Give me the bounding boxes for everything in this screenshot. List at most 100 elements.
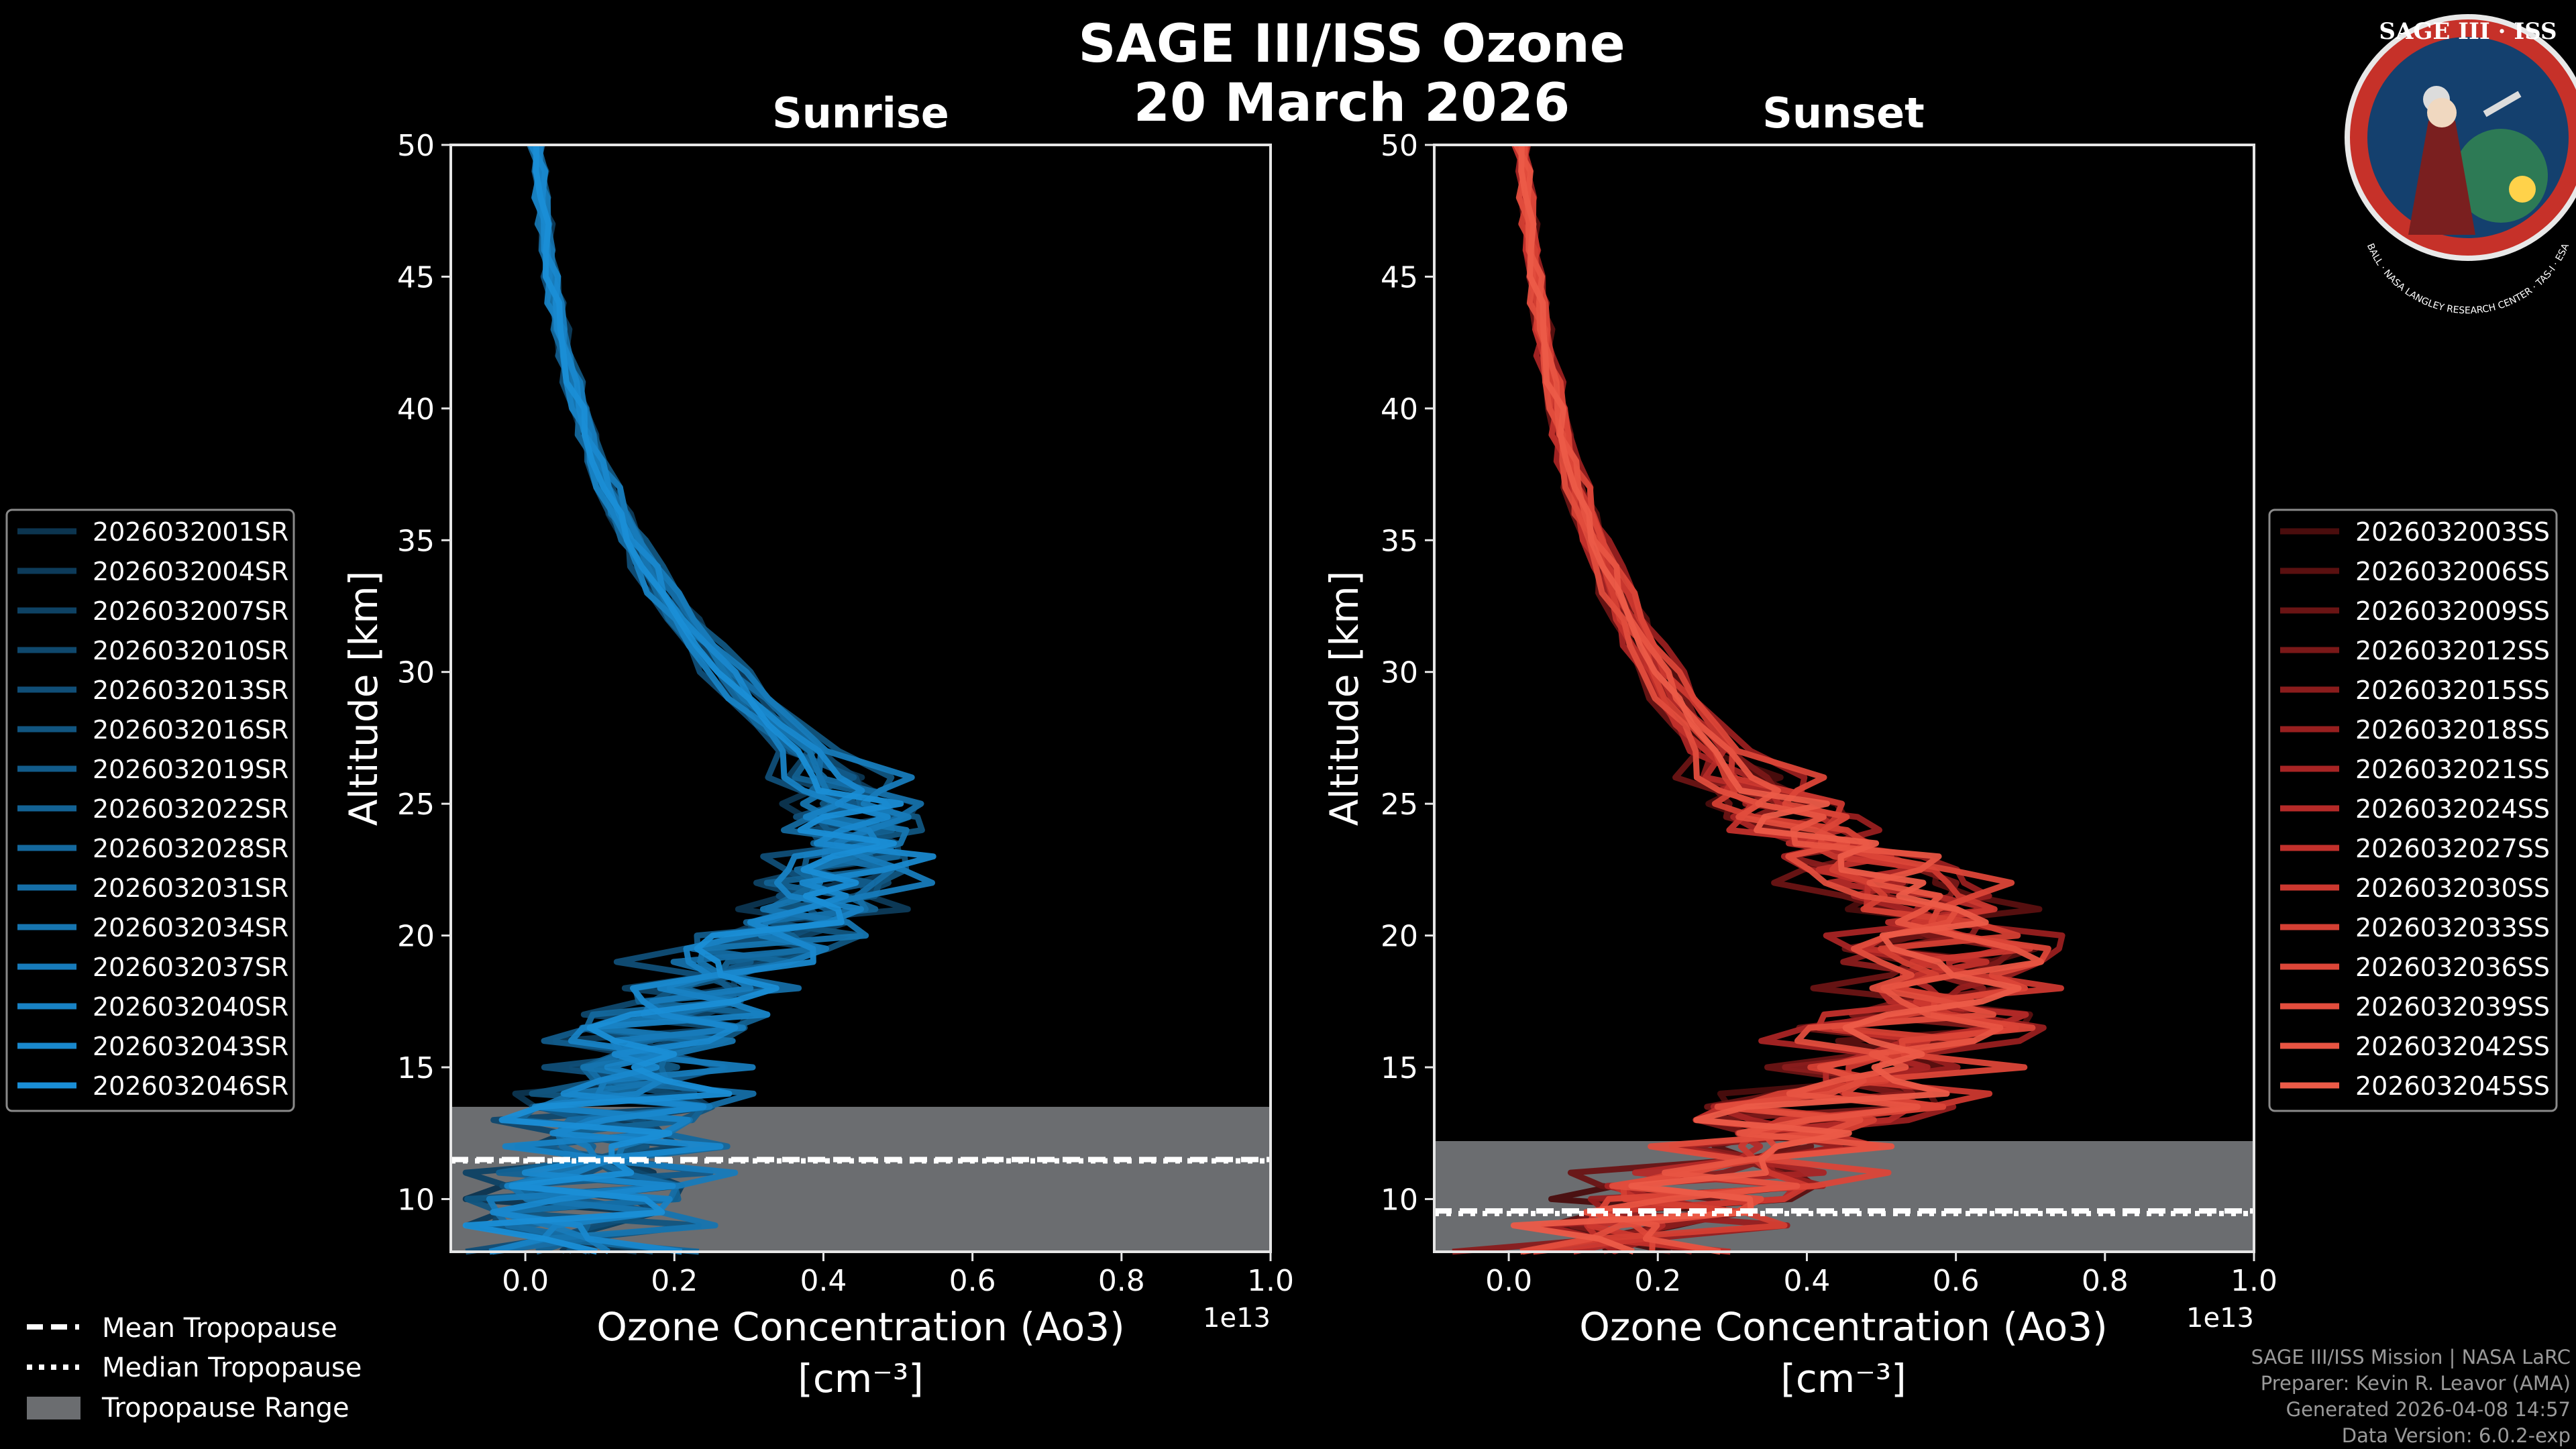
sunrise-y-ticks: 10 15 20 25 30 35 40 45 50 bbox=[397, 129, 451, 1217]
sunset-y-tick-label: 45 bbox=[1381, 260, 1418, 294]
sunset-tropopause-lines bbox=[1434, 1208, 2254, 1217]
sunrise-legend-label: 2026032028SR bbox=[93, 834, 288, 863]
sunrise-legend: 2026032001SR 2026032004SR 2026032007SR 2026… bbox=[5, 508, 295, 1112]
sunrise-profile-lines bbox=[462, 143, 936, 1255]
sunset-legend-label: 2026032027SS bbox=[2355, 834, 2550, 863]
mission-logo: SAGE III · ISS BALL · NASA LANGLEY RESEA… bbox=[2345, 14, 2576, 316]
sunset-y-tick-label: 30 bbox=[1381, 656, 1418, 690]
sunset-legend-label: 2026032003SS bbox=[2355, 517, 2550, 547]
sunrise-legend-label: 2026032016SR bbox=[93, 715, 288, 745]
logo-sun-icon bbox=[2509, 176, 2536, 203]
sunset-y-axis-label: Altitude [km] bbox=[1322, 571, 1367, 826]
sunset-x-tick-label: 0.8 bbox=[2082, 1264, 2129, 1298]
sunrise-x-axis-unit: [cm⁻³] bbox=[798, 1356, 924, 1401]
sunset-x-tick-label: 1.0 bbox=[2231, 1264, 2277, 1298]
sunset-x-axis-label: Ozone Concentration (Ao3) bbox=[1579, 1304, 2108, 1350]
sunset-legend-label: 2026032018SS bbox=[2355, 715, 2550, 745]
sunset-x-tick-label: 0.4 bbox=[1783, 1264, 1830, 1298]
sunrise-x-tick-label: 0.6 bbox=[949, 1264, 996, 1298]
sunset-legend-label: 2026032021SS bbox=[2355, 755, 2550, 784]
footer-line-mission: SAGE III/ISS Mission | NASA LaRC bbox=[2251, 1346, 2571, 1368]
sunset-legend-label: 2026032030SS bbox=[2355, 873, 2550, 903]
sunrise-legend-label: 2026032013SR bbox=[93, 676, 288, 705]
sunset-y-tick-label: 25 bbox=[1381, 788, 1418, 822]
sunrise-x-ticks: 0.0 0.2 0.4 0.6 0.8 1.0 bbox=[502, 1252, 1294, 1298]
sunrise-legend-label: 2026032031SR bbox=[93, 873, 288, 903]
figure-title-line1: SAGE III/ISS Ozone bbox=[1078, 14, 1625, 74]
sunrise-profile-2026032040SR bbox=[488, 144, 881, 1255]
sunrise-panel-title: Sunrise bbox=[772, 89, 949, 138]
sunset-legend-label: 2026032045SS bbox=[2355, 1071, 2550, 1101]
sunrise-y-tick-label: 30 bbox=[397, 656, 435, 690]
sunrise-legend-label: 2026032010SR bbox=[93, 636, 288, 665]
sunset-y-tick-label: 50 bbox=[1381, 129, 1418, 163]
tropopause-range-swatch bbox=[27, 1397, 80, 1419]
sunset-panel: Sunset 0.0 0.2 0.4 0.6 0.8 1.0 10 15 20 25 30 35 40… bbox=[1322, 89, 2277, 1401]
sunset-profile-2026032039SS bbox=[1515, 144, 1996, 1255]
sunset-x-offset: 1e13 bbox=[2186, 1303, 2254, 1334]
sunrise-profile-2026032046SR bbox=[462, 144, 904, 1255]
sunrise-legend-label: 2026032019SR bbox=[93, 755, 288, 784]
sunset-legend-label: 2026032024SS bbox=[2355, 794, 2550, 824]
sunset-legend-label: 2026032039SS bbox=[2355, 992, 2550, 1022]
sunrise-legend-label: 2026032022SR bbox=[93, 794, 288, 824]
sunrise-plot-frame bbox=[449, 144, 1272, 1253]
sunset-y-tick-label: 40 bbox=[1381, 392, 1418, 427]
figure-title-line2: 20 March 2026 bbox=[1134, 73, 1570, 133]
sunset-legend-label: 2026032015SS bbox=[2355, 676, 2550, 705]
sunset-legend-label: 2026032012SS bbox=[2355, 636, 2550, 665]
sunrise-y-axis-label: Altitude [km] bbox=[341, 571, 386, 826]
sunrise-y-tick-label: 40 bbox=[397, 392, 435, 427]
sunrise-x-tick-label: 0.4 bbox=[800, 1264, 847, 1298]
sunset-panel-title: Sunset bbox=[1762, 89, 1925, 138]
sunset-y-tick-label: 10 bbox=[1381, 1183, 1418, 1217]
logo-station-icon bbox=[2483, 91, 2522, 117]
sunrise-tropopause-lines bbox=[451, 1157, 1271, 1164]
mean-tropopause-label: Mean Tropopause bbox=[102, 1313, 337, 1344]
sunrise-panel: Sunrise 0.0 0.2 0.4 0.6 0.8 1.0 10 15 20 25 30 35 4… bbox=[341, 89, 1294, 1401]
footer-credits: SAGE III/ISS Mission | NASA LaRC Prepare… bbox=[2251, 1344, 2571, 1449]
footer-line-version: Data Version: 6.0.2-exp bbox=[2341, 1424, 2571, 1447]
sunrise-x-tick-label: 0.2 bbox=[651, 1264, 698, 1298]
sunset-y-tick-label: 20 bbox=[1381, 920, 1418, 954]
sunset-y-tick-label: 35 bbox=[1381, 524, 1418, 558]
sunset-x-ticks: 0.0 0.2 0.4 0.6 0.8 1.0 bbox=[1485, 1252, 2277, 1298]
sunrise-legend-label: 2026032034SR bbox=[93, 913, 288, 943]
sunset-profile-lines bbox=[1452, 143, 2065, 1255]
sunset-x-tick-label: 0.2 bbox=[1634, 1264, 1681, 1298]
sunrise-legend-label: 2026032004SR bbox=[93, 557, 288, 586]
logo-title: SAGE III · ISS bbox=[2379, 18, 2557, 45]
sunrise-x-axis-label: Ozone Concentration (Ao3) bbox=[596, 1304, 1125, 1350]
sunrise-legend-label: 2026032007SR bbox=[93, 596, 288, 626]
sunrise-legend-label: 2026032043SR bbox=[93, 1032, 288, 1061]
sunrise-legend-label: 2026032001SR bbox=[93, 517, 288, 547]
sunrise-y-tick-label: 50 bbox=[397, 129, 435, 163]
sunrise-x-tick-label: 1.0 bbox=[1247, 1264, 1294, 1298]
sunrise-legend-label: 2026032037SR bbox=[93, 953, 288, 982]
footer-line-generated: Generated 2026-04-08 14:57 bbox=[2286, 1398, 2571, 1421]
sunrise-profile-2026032043SR bbox=[490, 143, 936, 1255]
sunrise-legend-label: 2026032040SR bbox=[93, 992, 288, 1022]
tropopause-range-label: Tropopause Range bbox=[101, 1393, 350, 1424]
sunrise-y-tick-label: 45 bbox=[397, 260, 435, 294]
sunset-legend-label: 2026032042SS bbox=[2355, 1032, 2550, 1061]
sunset-y-tick-label: 15 bbox=[1381, 1051, 1418, 1085]
sunset-y-ticks: 10 15 20 25 30 35 40 45 50 bbox=[1381, 129, 1434, 1217]
sunset-x-tick-label: 0.6 bbox=[1933, 1264, 1980, 1298]
sunrise-x-tick-label: 0.8 bbox=[1098, 1264, 1145, 1298]
sunset-x-tick-label: 0.0 bbox=[1485, 1264, 1532, 1298]
sunset-legend-label: 2026032033SS bbox=[2355, 913, 2550, 943]
median-tropopause-label: Median Tropopause bbox=[102, 1352, 362, 1383]
sunset-x-axis-unit: [cm⁻³] bbox=[1780, 1356, 1907, 1401]
tropopause-legend: Mean Tropopause Median Tropopause Tropop… bbox=[27, 1313, 362, 1424]
sunrise-y-tick-label: 15 bbox=[397, 1051, 435, 1085]
footer-line-preparer: Preparer: Kevin R. Leavor (AMA) bbox=[2260, 1372, 2571, 1395]
sunset-plot-frame bbox=[1433, 144, 2255, 1253]
sunset-profile-2026032045SS bbox=[1510, 144, 2022, 1255]
sunrise-legend-label: 2026032046SR bbox=[93, 1071, 288, 1101]
sunrise-y-tick-label: 20 bbox=[397, 920, 435, 954]
sunrise-y-tick-label: 25 bbox=[397, 788, 435, 822]
sunset-legend-label: 2026032006SS bbox=[2355, 557, 2550, 586]
sunset-legend-label: 2026032009SS bbox=[2355, 596, 2550, 626]
